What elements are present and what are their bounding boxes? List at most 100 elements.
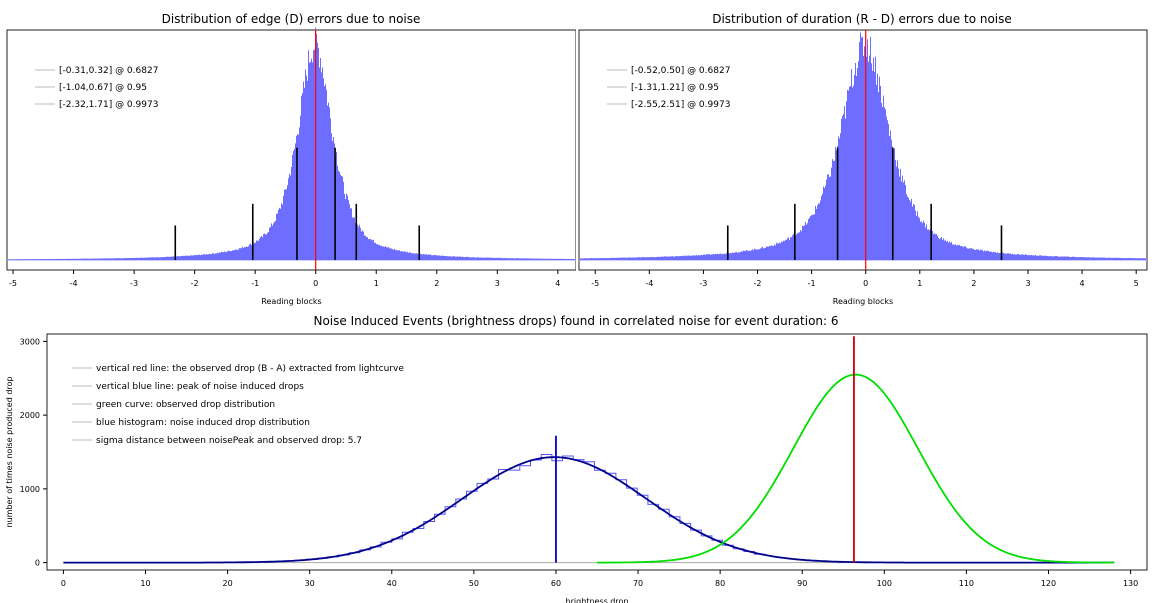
histogram-bar [1075, 256, 1076, 260]
histogram-bar [755, 249, 756, 260]
histogram-bar [82, 258, 83, 260]
histogram-bar [472, 257, 473, 260]
histogram-bar [123, 258, 124, 260]
histogram-bar [804, 225, 805, 260]
histogram-bar [797, 233, 798, 260]
histogram-bar [322, 67, 323, 260]
histogram-bar [1087, 257, 1088, 260]
histogram-bar [367, 237, 368, 260]
histogram-bar [919, 218, 920, 260]
histogram-bar [574, 259, 575, 260]
histogram-bar [618, 257, 619, 260]
histogram-bar [672, 256, 673, 260]
histogram-bar [220, 252, 221, 260]
histogram-bar [1092, 257, 1093, 260]
histogram-bar [950, 242, 951, 260]
histogram-bar [14, 259, 15, 260]
histogram-bar [854, 74, 855, 260]
x-tick-label: -1 [251, 279, 259, 288]
histogram-bar [633, 257, 634, 260]
histogram-bar [151, 257, 152, 260]
histogram-bar [699, 255, 700, 260]
histogram-bar [341, 175, 342, 260]
histogram-bar [799, 232, 800, 260]
histogram-bar [894, 148, 895, 260]
histogram-bar [530, 258, 531, 260]
histogram-bar [398, 250, 399, 260]
histogram-bar [863, 55, 864, 260]
histogram-bar [39, 259, 40, 260]
histogram-bar [1067, 256, 1068, 260]
histogram-bar [184, 255, 185, 260]
histogram-bar [275, 221, 276, 260]
histogram-bar [717, 253, 718, 260]
histogram-bar [169, 256, 170, 260]
histogram-bar [1115, 257, 1116, 260]
histogram-bar [718, 254, 719, 260]
histogram-bar [423, 253, 424, 260]
histogram-bar [970, 248, 971, 260]
histogram-bar [176, 256, 177, 260]
histogram-bar [1038, 255, 1039, 260]
histogram-bar [1100, 257, 1101, 260]
histogram-bar [482, 257, 483, 260]
histogram-bar [708, 254, 709, 260]
histogram-bar [1083, 257, 1084, 260]
histogram-bar [857, 68, 858, 261]
histogram-bar [682, 255, 683, 260]
histogram-bar [595, 258, 596, 260]
histogram-bar [415, 253, 416, 260]
histogram-bar [869, 55, 870, 260]
histogram-bar [1042, 255, 1043, 260]
histogram-bar [934, 233, 935, 260]
histogram-bar [994, 251, 995, 260]
histogram-bar [563, 258, 564, 260]
y-tick-label: 3000 [20, 337, 40, 346]
x-tick-label: 4 [1080, 279, 1085, 288]
histogram-bar [373, 239, 374, 260]
histogram-bar [741, 251, 742, 260]
histogram-bar [112, 258, 113, 260]
histogram-bar [875, 56, 876, 260]
histogram-bar [34, 259, 35, 260]
histogram-bar [998, 253, 999, 260]
histogram-bar [1052, 256, 1053, 260]
histogram-bar [73, 258, 74, 260]
histogram-bar [26, 259, 27, 260]
histogram-bar [519, 258, 520, 260]
histogram-bar [604, 258, 605, 260]
histogram-bar [223, 252, 224, 260]
histogram-bar [9, 259, 10, 260]
histogram-bar [85, 258, 86, 260]
histogram-bar [1117, 257, 1118, 260]
plot-frame [46, 333, 1148, 571]
histogram-bar [734, 252, 735, 260]
histogram-bar [329, 107, 330, 260]
histogram-bar [745, 250, 746, 260]
histogram-bar [474, 257, 475, 260]
histogram-bar [1003, 252, 1004, 260]
histogram-bar [483, 257, 484, 260]
histogram-bar [721, 254, 722, 260]
histogram-bar [1032, 255, 1033, 260]
histogram-bar [463, 257, 464, 260]
histogram-bar [918, 216, 919, 260]
histogram-bar [366, 237, 367, 260]
histogram-bar [1119, 257, 1120, 260]
histogram-bar [347, 195, 348, 260]
histogram-bar [237, 249, 238, 260]
histogram-bar [945, 239, 946, 260]
histogram-bar [267, 232, 268, 260]
histogram-bar [158, 257, 159, 260]
histogram-bar [1137, 258, 1138, 260]
histogram-bar [195, 255, 196, 260]
histogram-bar [29, 259, 30, 260]
histogram-bar [927, 229, 928, 260]
histogram-bar [1133, 258, 1134, 260]
histogram-bar [539, 258, 540, 260]
histogram-bar [891, 139, 892, 260]
x-tick-label: 30 [305, 579, 315, 588]
histogram-bar [317, 42, 318, 260]
histogram-bar [465, 257, 466, 260]
histogram-bar [780, 243, 781, 260]
